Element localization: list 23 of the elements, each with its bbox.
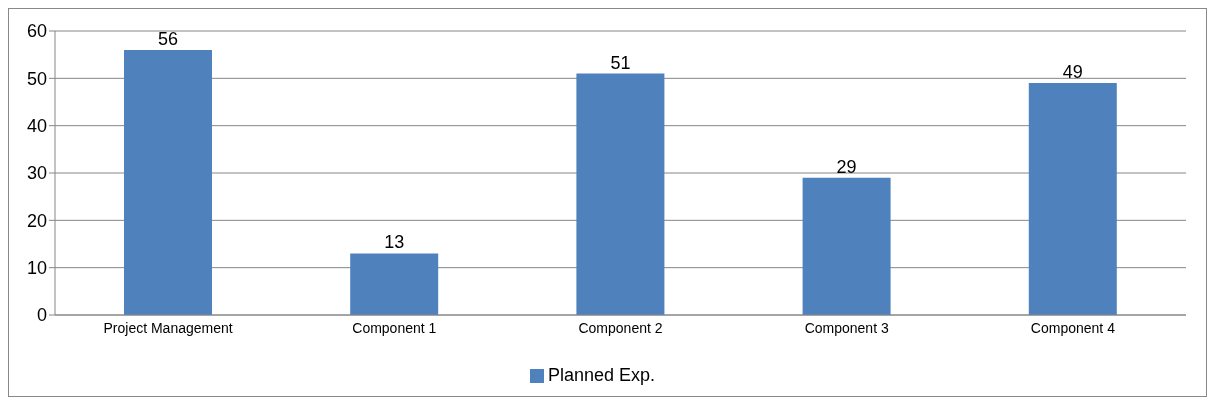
legend-label: Planned Exp.	[547, 365, 656, 385]
x-tick-label: Component 2	[578, 319, 663, 336]
data-label: 29	[836, 156, 857, 177]
y-tick-label: 40	[26, 116, 47, 137]
data-label: 51	[610, 52, 631, 73]
x-tick-label: Component 4	[1030, 319, 1116, 336]
data-label: 49	[1062, 62, 1083, 83]
data-label: 13	[384, 232, 405, 253]
x-tick-label: Component 1	[352, 319, 437, 336]
x-tick-label: Project Management	[103, 319, 233, 336]
bar	[802, 177, 891, 315]
y-tick-label: 50	[26, 68, 47, 89]
bar	[576, 73, 665, 315]
x-tick-label: Component 3	[804, 319, 889, 336]
y-tick-label: 20	[26, 210, 47, 231]
y-tick-label: 0	[36, 305, 47, 326]
data-label: 56	[157, 28, 179, 49]
bar	[124, 49, 212, 315]
y-tick-label: 10	[26, 258, 47, 279]
bar	[1028, 83, 1117, 315]
y-tick-label: 60	[26, 21, 47, 42]
bar	[350, 253, 439, 315]
y-tick-label: 30	[26, 163, 47, 184]
